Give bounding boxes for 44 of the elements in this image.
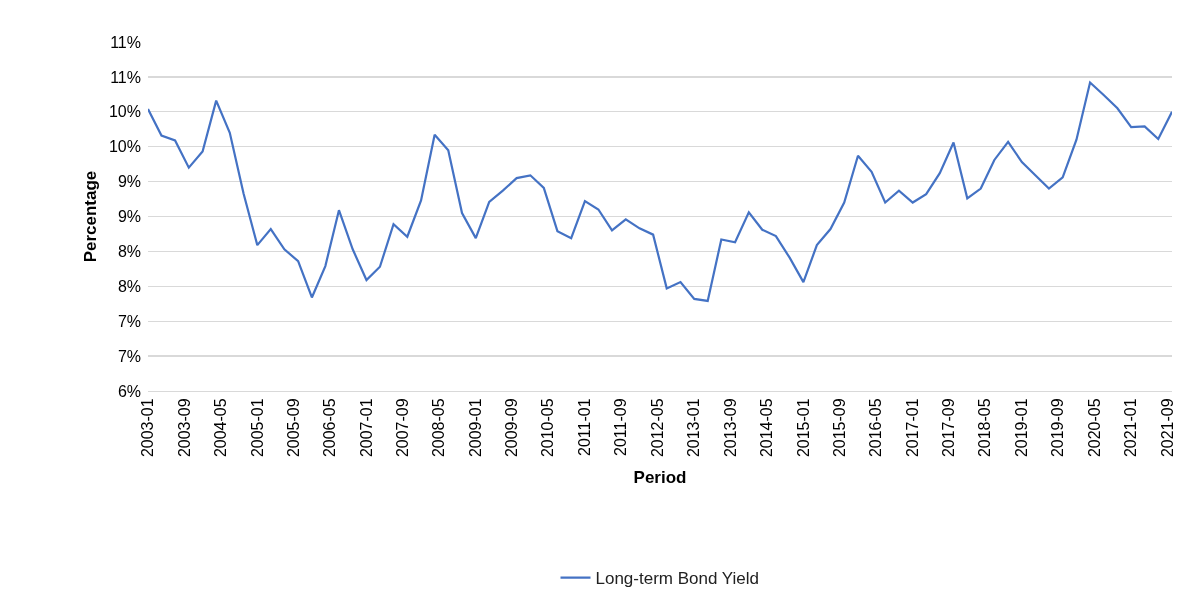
y-tick-label: 10% [108, 138, 141, 156]
line-series [148, 81, 1172, 303]
x-tick-label: 2006-05 [321, 398, 339, 458]
x-tick-label: 2005-01 [248, 398, 266, 458]
x-tick-label: 2021-01 [1122, 398, 1140, 458]
x-tick-label: 2014-05 [757, 398, 775, 458]
x-tick-label: 2011-01 [576, 398, 594, 456]
x-tick-label: 2009-01 [466, 398, 484, 458]
y-tick-label: 8% [117, 243, 141, 260]
x-tick-label: 2020-05 [1085, 398, 1103, 458]
legend-label: Long-term Bond Yield [595, 569, 759, 589]
x-tick-label: 2005-09 [284, 398, 302, 458]
y-tick-label: 7% [117, 312, 141, 330]
x-tick-label: 2013-09 [721, 398, 739, 458]
x-tick-label: 2009-09 [503, 398, 521, 458]
x-tick-label: 2008-05 [430, 398, 448, 458]
y-tick-label: 6% [117, 382, 141, 400]
x-tick-label: 2016-05 [867, 398, 885, 458]
x-tick-label: 2013-01 [685, 398, 703, 458]
x-tick-label: 2019-09 [1049, 398, 1067, 458]
x-tick-label: 2017-01 [903, 398, 921, 458]
x-tick-label: 2015-09 [830, 398, 848, 458]
y-tick-label: 11% [110, 68, 141, 86]
x-tick-label: 2007-09 [394, 398, 411, 458]
y-tick-label: 11% [110, 33, 141, 51]
y-tick-label: 7% [117, 347, 141, 365]
x-tick-label: 2004-05 [211, 398, 229, 458]
x-tick-label: 2003-01 [139, 398, 157, 458]
y-tick-label: 9% [117, 208, 141, 226]
x-tick-label: 2015-01 [794, 398, 812, 458]
x-tick-label: 2018-05 [976, 398, 994, 458]
y-tick-label: 8% [117, 277, 141, 295]
x-tick-label: 2021-09 [1158, 398, 1176, 458]
x-tick-label: 2017-09 [940, 398, 958, 458]
y-tick-label: 9% [117, 173, 141, 191]
x-tick-label: 2007-01 [357, 398, 375, 458]
y-axis-title: Percentage [80, 170, 100, 263]
x-tick-label: 2012-05 [648, 398, 666, 458]
x-axis-title: Period [633, 467, 687, 487]
x-tick-label: 2010-05 [539, 398, 557, 458]
x-tick-label: 2019-01 [1013, 398, 1031, 458]
y-tick-label: 10% [108, 103, 141, 121]
x-tick-label: 2011-09 [612, 398, 630, 456]
x-tick-label: 2003-09 [175, 398, 193, 458]
